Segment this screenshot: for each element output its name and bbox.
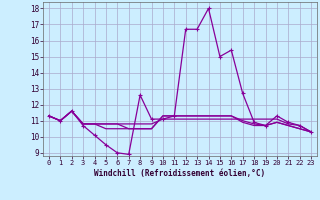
X-axis label: Windchill (Refroidissement éolien,°C): Windchill (Refroidissement éolien,°C) <box>94 169 266 178</box>
